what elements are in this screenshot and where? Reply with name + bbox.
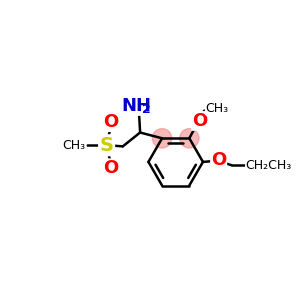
Text: S: S <box>100 136 114 155</box>
Text: CH₃: CH₃ <box>206 102 229 115</box>
Text: 2: 2 <box>142 103 151 116</box>
Text: NH: NH <box>122 97 152 115</box>
Circle shape <box>152 129 172 148</box>
Text: CH₃: CH₃ <box>63 139 86 152</box>
Text: H: H <box>122 97 137 115</box>
Text: CH₂CH₃: CH₂CH₃ <box>246 159 292 172</box>
Text: O: O <box>211 151 226 169</box>
Circle shape <box>180 129 199 148</box>
Text: O: O <box>192 112 207 130</box>
Text: O: O <box>103 159 119 177</box>
Text: N: N <box>135 97 150 115</box>
Text: O: O <box>103 113 119 131</box>
